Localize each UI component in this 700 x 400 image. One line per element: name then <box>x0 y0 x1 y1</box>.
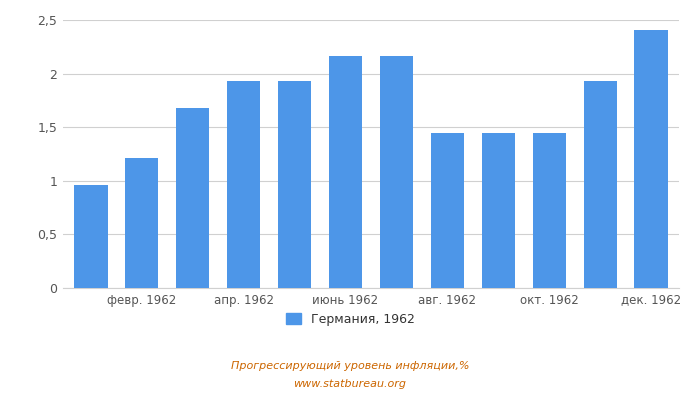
Bar <box>380 56 413 288</box>
Bar <box>228 81 260 288</box>
Legend: Германия, 1962: Германия, 1962 <box>286 313 414 326</box>
Text: www.statbureau.org: www.statbureau.org <box>293 379 407 389</box>
Bar <box>329 56 362 288</box>
Bar <box>278 81 312 288</box>
Bar <box>584 81 617 288</box>
Bar <box>482 132 514 288</box>
Bar <box>74 185 108 288</box>
Bar <box>533 132 566 288</box>
Bar <box>634 30 668 288</box>
Bar <box>176 108 209 288</box>
Text: Прогрессирующий уровень инфляции,%: Прогрессирующий уровень инфляции,% <box>231 361 469 371</box>
Bar <box>430 132 464 288</box>
Bar <box>125 158 158 288</box>
